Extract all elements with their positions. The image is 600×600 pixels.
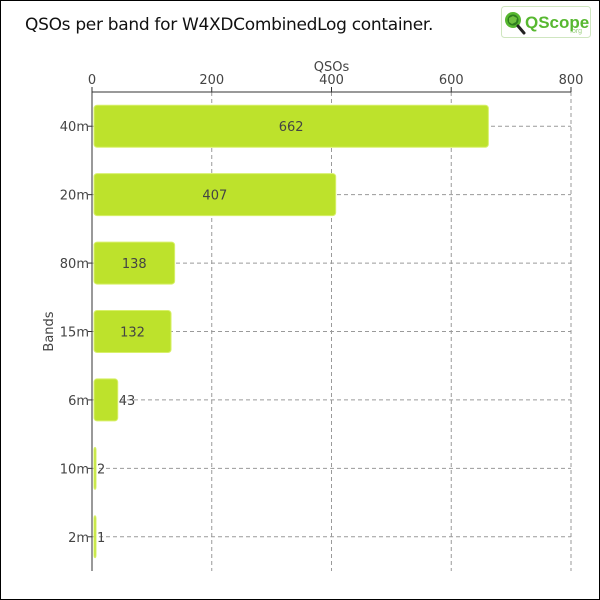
bar-40m[interactable] bbox=[93, 104, 489, 148]
bar-10m[interactable] bbox=[93, 446, 97, 490]
x-tick-label: 200 bbox=[199, 73, 224, 88]
value-label: 662 bbox=[279, 120, 304, 135]
category-label: 20m bbox=[60, 189, 89, 204]
value-label: 43 bbox=[119, 394, 136, 409]
value-label: 132 bbox=[120, 326, 145, 341]
category-label: 40m bbox=[60, 120, 89, 135]
bar-15m[interactable] bbox=[93, 310, 172, 353]
value-label: 407 bbox=[202, 189, 227, 204]
category-label: 80m bbox=[60, 257, 89, 272]
y-axis-title: Bands bbox=[42, 311, 57, 351]
value-label: 2 bbox=[97, 462, 105, 477]
value-label: 138 bbox=[122, 257, 147, 272]
x-tick-label: 0 bbox=[88, 73, 96, 88]
category-label: 2m bbox=[68, 531, 89, 546]
labels: 0 200 400 600 800 40m 662 20m 407 80m 138 15m 132 6m 4… bbox=[60, 73, 584, 546]
axes bbox=[88, 87, 572, 571]
bar-20m[interactable] bbox=[93, 173, 337, 217]
logo-text: QScope bbox=[525, 13, 589, 32]
category-label: 6m bbox=[68, 394, 89, 409]
x-tick-label: 800 bbox=[559, 73, 584, 88]
category-label: 10m bbox=[60, 462, 89, 477]
qscope-logo-graphic: QScope .org bbox=[501, 6, 591, 38]
x-axis-title: QSOs bbox=[314, 60, 350, 75]
logo-suffix: .org bbox=[570, 28, 582, 35]
bars bbox=[93, 104, 489, 559]
chart-title: QSOs per band for W4XDCombinedLog contai… bbox=[25, 15, 434, 35]
x-tick-label: 400 bbox=[319, 73, 344, 88]
bar-80m[interactable] bbox=[93, 241, 176, 285]
category-label: 15m bbox=[60, 326, 89, 341]
qscope-logo[interactable]: QScope .org bbox=[501, 6, 591, 38]
bar-2m[interactable] bbox=[93, 515, 97, 559]
value-label: 1 bbox=[97, 531, 105, 546]
x-tick-label: 600 bbox=[439, 73, 464, 88]
bar-6m[interactable] bbox=[93, 378, 119, 422]
